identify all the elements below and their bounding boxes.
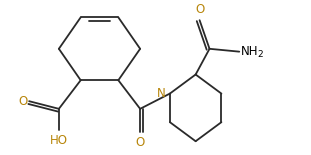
- Text: HO: HO: [50, 134, 68, 147]
- Text: NH: NH: [241, 45, 259, 58]
- Text: O: O: [19, 95, 28, 108]
- Text: O: O: [136, 135, 145, 148]
- Text: N: N: [157, 87, 166, 100]
- Text: O: O: [195, 3, 204, 16]
- Text: 2: 2: [257, 50, 263, 59]
